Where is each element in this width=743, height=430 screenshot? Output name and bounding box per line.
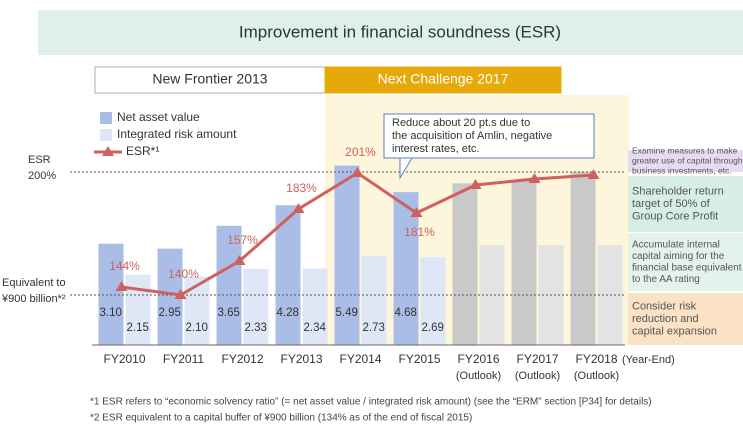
side-note-text: greater use of capital through	[632, 155, 743, 165]
side-note-text: Group Core Profit	[632, 210, 718, 222]
bar	[452, 183, 478, 345]
side-note-box	[628, 150, 743, 172]
bar	[334, 165, 360, 345]
legend-label: Integrated risk amount	[117, 127, 237, 141]
esr-label: 140%	[168, 267, 199, 281]
value-label: 3.65	[218, 307, 240, 319]
value-label: 2.73	[363, 322, 385, 334]
reference-label: ESR	[28, 154, 51, 166]
x-tick-label: FY2016	[457, 352, 499, 366]
legend-marker	[102, 146, 114, 156]
esr-label: 201%	[345, 145, 376, 159]
x-tick-label: FY2011	[163, 352, 204, 366]
value-label: 2.10	[186, 322, 208, 334]
side-note-box	[628, 176, 743, 232]
x-tick-label: FY2013	[280, 352, 322, 366]
value-label: 4.28	[277, 307, 299, 319]
esr-label: 183%	[286, 181, 317, 195]
bar	[570, 171, 596, 345]
period-label: Next Challenge 2017	[378, 71, 509, 87]
esr-label: 144%	[109, 259, 140, 273]
period-header	[94, 66, 326, 94]
callout-text: interest rates, etc.	[392, 143, 479, 155]
legend-swatch	[100, 129, 112, 141]
esr-marker	[115, 281, 128, 291]
x-tick-label: FY2012	[221, 352, 263, 366]
x-tick-label: FY2014	[339, 352, 381, 366]
footnote: *1 ESR refers to “economic solvency rati…	[90, 397, 652, 408]
side-note-text: capital expansion	[632, 325, 717, 337]
bar	[184, 276, 210, 345]
esr-marker	[410, 207, 423, 217]
legend-label: ESR*¹	[126, 144, 159, 158]
x-tick-note: (Outlook)	[515, 370, 560, 382]
bar	[98, 243, 124, 345]
value-label: 2.15	[127, 322, 149, 334]
value-label: 5.49	[336, 307, 358, 319]
side-note-text: Shareholder return	[632, 185, 724, 197]
side-note-box	[628, 233, 743, 291]
bar	[393, 192, 419, 345]
callout-text: Reduce about 20 pt.s due to	[392, 117, 530, 129]
callout-pointer	[399, 157, 413, 180]
x-tick-note: (Outlook)	[574, 370, 619, 382]
legend-label: Net asset value	[117, 110, 200, 124]
period-header	[324, 66, 562, 94]
footnote: *2 ESR equivalent to a capital buffer of…	[90, 413, 472, 424]
esr-label: 157%	[227, 233, 258, 247]
x-tick-label: FY2010	[103, 352, 145, 366]
value-label: 4.68	[395, 307, 417, 319]
bar	[420, 257, 446, 345]
side-note-text: business investments, etc.	[632, 165, 732, 175]
value-label: 3.10	[100, 307, 122, 319]
bar	[216, 225, 242, 345]
callout-text: the acquisition of Amlin, negative	[392, 130, 552, 142]
side-note-text: reduction and	[632, 313, 699, 325]
value-label: 2.69	[422, 322, 444, 334]
reference-label: ¥900 billion*²	[1, 293, 66, 305]
side-note-text: target of 50% of	[632, 198, 711, 210]
bar	[125, 274, 151, 345]
period-label: New Frontier 2013	[152, 71, 267, 87]
x-tick-note: (Outlook)	[456, 370, 501, 382]
esr-marker	[587, 169, 600, 179]
esr-marker	[174, 289, 187, 299]
callout-box	[383, 113, 595, 159]
x-tick-label: FY2018	[575, 352, 617, 366]
x-tick-label: FY2017	[516, 352, 558, 366]
value-label: 2.34	[304, 322, 327, 334]
bar	[511, 180, 537, 345]
value-label: 2.33	[245, 322, 267, 334]
legend-swatch	[100, 112, 112, 124]
side-note-box	[628, 293, 743, 345]
value-label: 2.95	[159, 307, 181, 319]
side-note-text: capital aiming for the	[632, 251, 725, 262]
bar	[302, 268, 328, 345]
side-note-text: to the AA rating	[632, 274, 700, 285]
reference-label: 200%	[28, 170, 56, 182]
side-note-text: Consider risk	[632, 300, 697, 312]
side-note-text: Accumulate internal	[632, 239, 720, 250]
x-tick-label: FY2015	[398, 352, 440, 366]
esr-marker	[351, 167, 364, 177]
reference-label: Equivalent to	[2, 277, 66, 289]
bar	[275, 205, 301, 345]
x-suffix: (Year-End)	[622, 354, 675, 366]
chart-title: Improvement in financial soundness (ESR)	[239, 22, 561, 41]
side-note-text: Examine measures to make	[632, 145, 738, 155]
esr-marker	[233, 255, 246, 265]
esr-label: 181%	[404, 225, 435, 239]
esr-marker	[292, 203, 305, 213]
bar	[361, 255, 387, 345]
esr-marker	[528, 173, 541, 183]
bar	[243, 268, 269, 345]
title-band	[38, 10, 743, 55]
side-note-text: financial base equivalent	[632, 262, 742, 273]
esr-marker	[469, 179, 482, 189]
